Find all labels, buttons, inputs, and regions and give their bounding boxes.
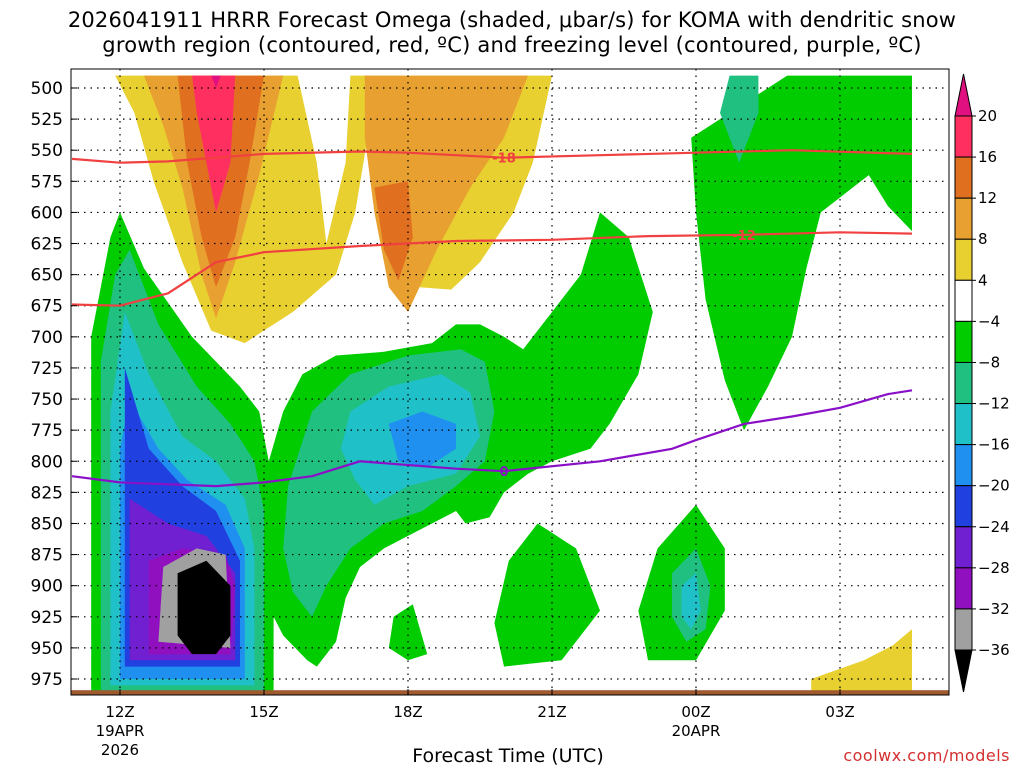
colorbar-swatch-4 [954,279,973,322]
colorbar-bottom-arrow [954,649,973,693]
omega-region-9 [494,523,600,667]
colorbar-swatch-3 [954,238,973,281]
y-tick-label-550: 550 [31,141,63,161]
omega-region-25 [177,560,231,655]
colorbar-swatch-8 [954,444,973,487]
colorbar-label-12: −32 [978,600,1010,618]
colorbar-label-10: −24 [978,518,1010,536]
colorbar-swatch-2 [954,197,973,240]
contour-label-dendritic-bottom: -12 [732,229,756,244]
contour-label-dendritic-top: -18 [492,152,516,167]
plot-frame [70,68,950,696]
contour-dendritic-bottom [71,231,913,307]
y-tick-label-750: 750 [31,390,63,410]
x-tick-label-21Z: 21Z [537,703,566,721]
y-tick-label-775: 775 [31,421,63,441]
colorbar-label-6: −8 [978,353,1000,371]
y-tick-label-900: 900 [31,577,63,597]
colorbar-swatch-7 [954,403,973,446]
y-tick-label-675: 675 [31,297,63,317]
source-credit: coolwx.com/models [843,746,1010,765]
colorbar-label-7: −12 [978,395,1010,413]
y-tick-label-600: 600 [31,203,63,223]
colorbar-label-1: 16 [978,148,997,166]
x-tick-label-03Z: 03Z [825,703,854,721]
y-tick-label-800: 800 [31,452,63,472]
colorbar-label-11: −28 [978,559,1010,577]
colorbar-label-8: −16 [978,436,1010,454]
ground-surface [71,690,949,695]
colorbar-label-3: 8 [978,230,988,248]
colorbar-label-5: −4 [978,312,1000,330]
colorbar-swatch-5 [954,320,973,363]
omega-region-4 [374,181,413,281]
y-tick-label-925: 925 [31,608,63,628]
colorbar: 20 16 12 8 4 −4 −8 −12 −16 −20 −24 −28 −32 −36 [954,73,1010,693]
contour-label-freezing-level: 0 [499,465,508,480]
x-tick-year-12Z: 2026 [101,741,139,759]
colorbar-label-0: 20 [978,107,997,125]
contour-dendritic-top [71,149,913,164]
y-tick-label-725: 725 [31,359,63,379]
colorbar-swatch-0 [954,115,973,158]
y-tick-label-625: 625 [31,235,63,255]
colorbar-swatch-6 [954,361,973,405]
colorbar-label-4: 4 [978,271,988,289]
colorbar-swatch-1 [954,156,973,199]
chart-title-line1: 2026041911 HRRR Forecast Omega (shaded, … [67,8,957,32]
x-tick-label-18Z: 18Z [393,703,422,721]
colorbar-swatch-11 [954,567,973,610]
x-tick-label-00Z: 00Z [681,703,710,721]
colorbar-swatch-9 [954,485,973,528]
temperature-contours: -18 -12 0 [71,149,913,488]
y-tick-label-500: 500 [31,79,63,99]
x-tick-date-12Z: 19APR [96,722,145,740]
omega-region-26 [811,629,912,695]
omega-region-20 [388,411,456,468]
colorbar-swatch-10 [954,526,973,569]
y-tick-label-875: 875 [31,546,63,566]
x-tick-date-00Z: 20APR [672,722,721,740]
y-tick-label-825: 825 [31,483,63,503]
colorbar-label-9: −20 [978,477,1010,495]
grid-lines [71,69,949,695]
y-tick-label-575: 575 [31,172,63,192]
colorbar-top-arrow [954,73,973,117]
y-tick-label-650: 650 [31,266,63,286]
y-tick-label-700: 700 [31,328,63,348]
omega-region-8 [691,75,912,431]
chart-title-line2: growth region (contoured, red, ºC) and f… [102,33,922,57]
y-tick-label-525: 525 [31,110,63,130]
omega-region-11 [388,604,428,661]
contour-freezing-level [71,389,913,488]
x-tick-label-12Z: 12Z [105,703,134,721]
plot-area [71,75,949,695]
omega-region-6 [211,75,221,88]
y-tick-label-975: 975 [31,670,63,690]
x-axis-title: Forecast Time (UTC) [412,745,604,767]
x-tick-label-15Z: 15Z [249,703,278,721]
y-tick-label-850: 850 [31,514,63,534]
colorbar-label-2: 12 [978,189,997,207]
y-tick-label-950: 950 [31,639,63,659]
y-axis: 500 525 550 575 600 625 650 675 700 725 750 775 800 8… [31,79,77,690]
colorbar-label-13: −36 [978,641,1010,659]
omega-region-15 [720,75,759,163]
omega-region-5 [192,75,236,213]
colorbar-swatch-12 [954,608,973,651]
